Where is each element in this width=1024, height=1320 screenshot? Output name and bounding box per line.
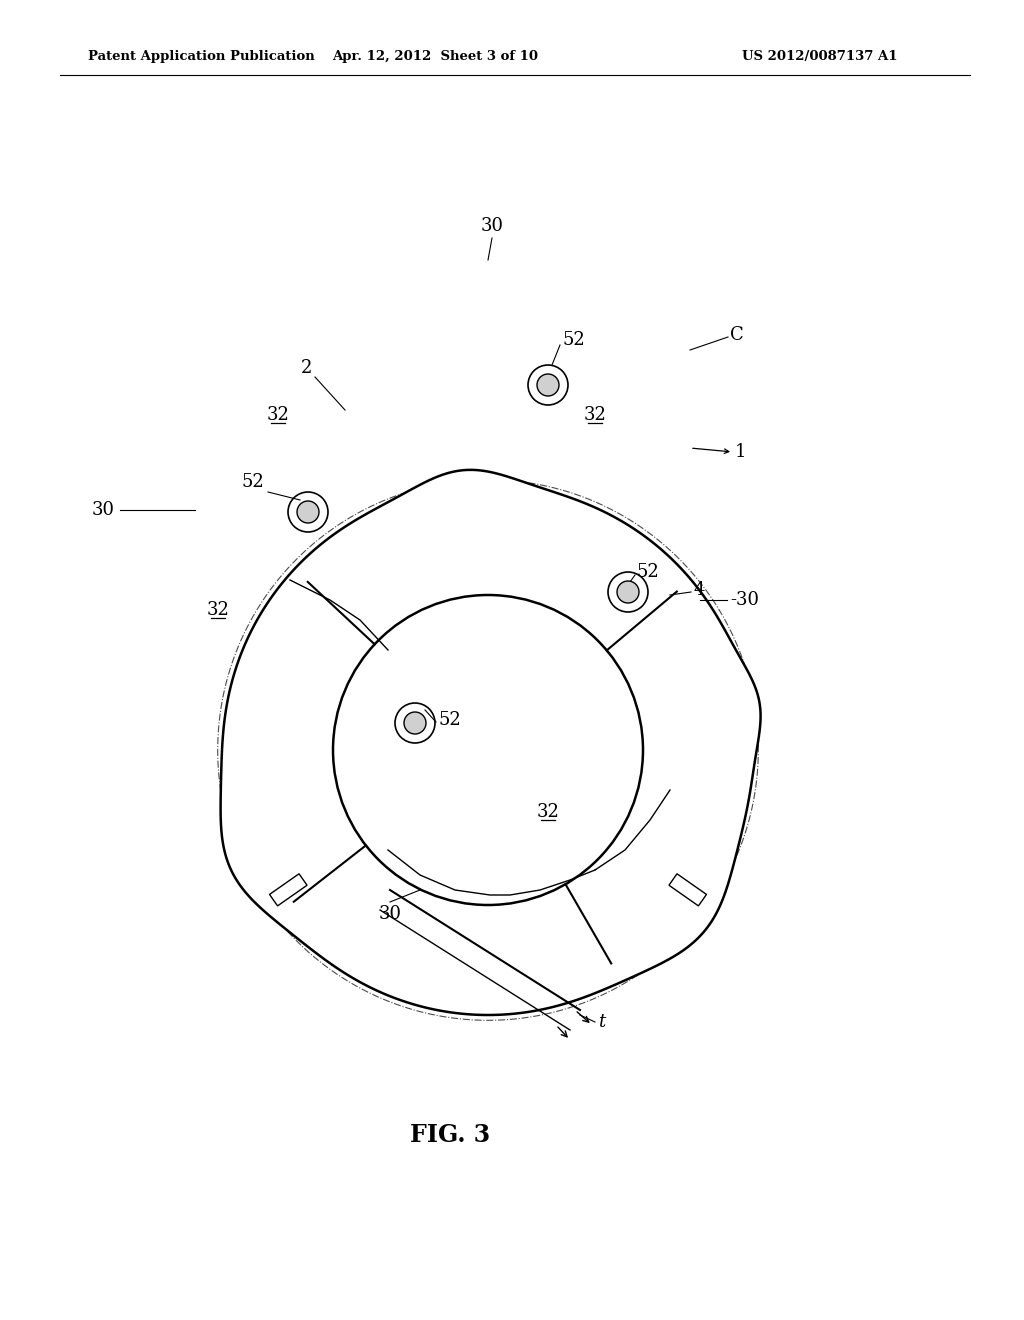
Text: 52: 52	[637, 564, 659, 581]
Text: 4: 4	[693, 581, 705, 599]
Circle shape	[288, 492, 328, 532]
Circle shape	[404, 711, 426, 734]
Circle shape	[395, 704, 435, 743]
Text: 32: 32	[537, 803, 559, 821]
Text: 30: 30	[379, 906, 401, 923]
Text: 52: 52	[242, 473, 264, 491]
Text: -30: -30	[730, 591, 759, 609]
Text: 2: 2	[301, 359, 312, 378]
Circle shape	[528, 366, 568, 405]
Text: 52: 52	[563, 331, 586, 348]
Text: Patent Application Publication: Patent Application Publication	[88, 50, 314, 63]
Text: 30: 30	[480, 216, 504, 235]
Polygon shape	[269, 874, 307, 906]
Text: 30: 30	[92, 502, 115, 519]
Circle shape	[537, 374, 559, 396]
Text: 32: 32	[207, 601, 229, 619]
Text: 32: 32	[266, 407, 290, 424]
Text: FIG. 3: FIG. 3	[410, 1123, 490, 1147]
Text: 52: 52	[438, 711, 461, 729]
Circle shape	[297, 502, 319, 523]
Circle shape	[333, 595, 643, 906]
Text: C: C	[730, 326, 743, 345]
Text: 1: 1	[735, 444, 746, 461]
Polygon shape	[220, 470, 761, 1015]
Polygon shape	[669, 874, 707, 906]
Circle shape	[617, 581, 639, 603]
Text: 32: 32	[584, 407, 606, 424]
Text: t: t	[598, 1012, 605, 1031]
Text: US 2012/0087137 A1: US 2012/0087137 A1	[742, 50, 898, 63]
Circle shape	[608, 572, 648, 612]
Text: Apr. 12, 2012  Sheet 3 of 10: Apr. 12, 2012 Sheet 3 of 10	[332, 50, 538, 63]
